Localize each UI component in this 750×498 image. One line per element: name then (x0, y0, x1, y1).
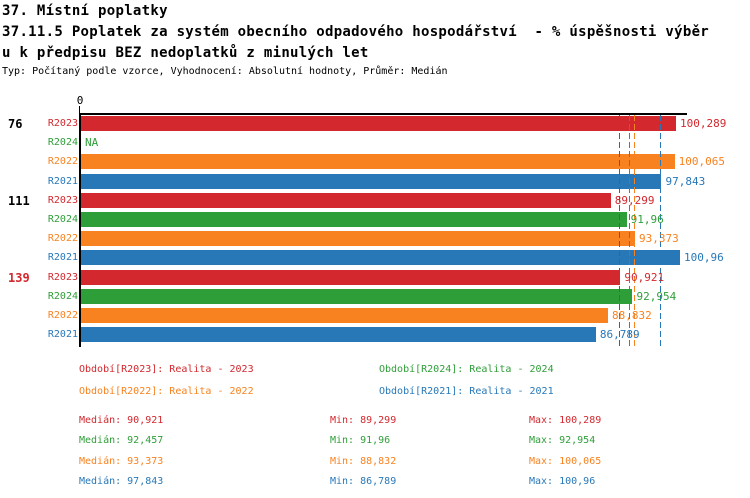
stat-min-R2024: Min: 91,96 (330, 435, 391, 447)
bar-139-R2023 (81, 269, 621, 285)
series-label-111-R2021: R2021 (47, 252, 78, 264)
stat-min-R2022: Min: 88,832 (330, 455, 397, 467)
series-label-111-R2024: R2024 (47, 214, 78, 225)
stat-max-R2024: Max: 92,954 (529, 435, 596, 447)
series-label-76-R2021: R2021 (47, 175, 78, 187)
value-label-139-R2024: 92,954 (636, 289, 677, 303)
bar-139-R2021 (81, 327, 596, 343)
value-label-76-R2023: 100,289 (680, 117, 727, 130)
value-label-111-R2023: 89,299 (614, 193, 655, 207)
series-label-76-R2022: R2022 (47, 156, 78, 168)
series-label-76-R2024: R2024 (47, 137, 78, 149)
stat-max-R2022: Max: 100,065 (529, 455, 602, 467)
value-label-111-R2024: 91,96 (630, 213, 664, 226)
bar-76-R2023 (81, 116, 676, 131)
series-label-111-R2023: R2023 (47, 194, 78, 206)
value-label-111-R2021: 100,96 (683, 251, 724, 265)
stat-median-R2022: Medián: 93,373 (79, 455, 164, 467)
stat-min-R2023: Min: 89,299 (330, 415, 397, 426)
median-line-R2023 (619, 115, 620, 349)
stat-min-R2021: Min: 86,789 (330, 476, 397, 488)
value-label-76-R2022: 100,065 (678, 155, 726, 169)
value-label-139-R2022: 88,832 (612, 309, 652, 322)
bar-111-R2024 (81, 212, 627, 227)
group-label-76: 76 (8, 117, 23, 131)
series-label-111-R2022: R2022 (47, 233, 78, 245)
y-axis-line (79, 113, 81, 347)
group-label-111: 111 (8, 193, 30, 208)
stat-max-R2023: Max: 100,289 (529, 415, 602, 426)
legend-item-R2023: Období[R2023]: Realita - 2023 (79, 364, 254, 375)
bar-111-R2023 (81, 192, 611, 208)
stat-median-R2023: Medián: 90,921 (79, 415, 164, 426)
legend-item-R2021: Období[R2021]: Realita - 2021 (379, 386, 554, 397)
bar-111-R2021 (81, 250, 680, 266)
bar-139-R2022 (81, 308, 609, 323)
value-label-76-R2024: NA (85, 136, 99, 150)
value-label-139-R2021: 86,789 (599, 328, 640, 342)
x-axis-line (79, 113, 687, 115)
median-line-R2022 (634, 115, 635, 349)
legend-item-R2024: Období[R2024]: Realita - 2024 (379, 364, 554, 375)
stat-median-R2021: Medián: 97,843 (79, 476, 164, 488)
report-title: 37. Místní poplatky (2, 3, 168, 19)
axis-zero-tick (79, 106, 80, 113)
series-label-139-R2022: R2022 (47, 310, 78, 321)
indicator-meta: Typ: Počítaný podle vzorce, Vyhodnocení:… (2, 66, 448, 77)
median-line-R2021 (660, 115, 661, 349)
series-label-139-R2021: R2021 (47, 329, 78, 341)
indicator-title-line1: 37.11.5 Poplatek za systém obecního odpa… (2, 24, 710, 40)
value-label-76-R2021: 97,843 (665, 174, 706, 188)
axis-zero-label: 0 (76, 94, 84, 107)
value-label-139-R2023: 90,921 (624, 270, 665, 284)
legend-item-R2022: Období[R2022]: Realita - 2022 (79, 386, 254, 397)
indicator-title-line2: u k předpisu BEZ nedoplatků z minulých l… (2, 45, 369, 61)
bar-76-R2022 (81, 154, 675, 170)
bar-139-R2024 (81, 288, 633, 304)
bar-111-R2022 (81, 231, 635, 247)
series-label-139-R2023: R2023 (47, 271, 78, 283)
series-label-139-R2024: R2024 (47, 290, 78, 302)
group-label-139: 139 (8, 270, 30, 285)
series-label-76-R2023: R2023 (47, 118, 78, 129)
stat-median-R2024: Medián: 92,457 (79, 435, 164, 447)
median-line-R2024 (629, 115, 630, 349)
value-label-111-R2022: 93,373 (638, 232, 679, 246)
stat-max-R2021: Max: 100,96 (529, 476, 596, 488)
bar-76-R2021 (81, 173, 662, 189)
